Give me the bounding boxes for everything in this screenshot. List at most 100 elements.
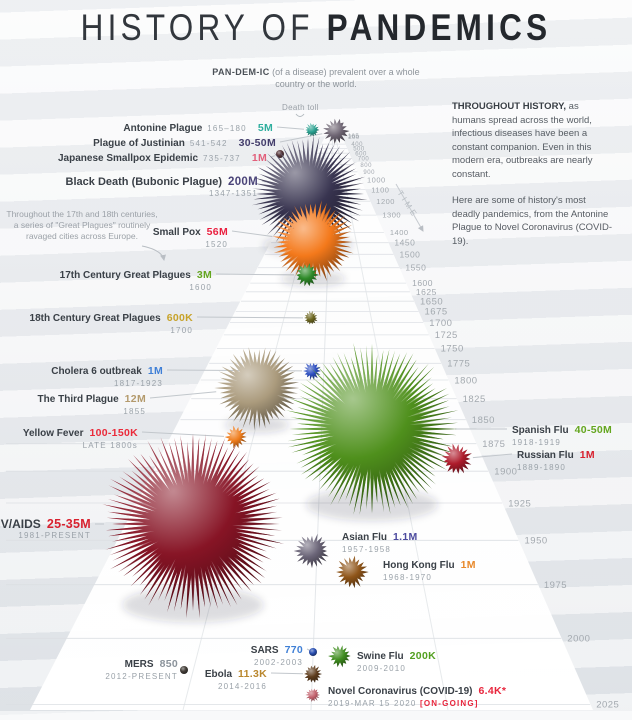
swine-flu-years: 2009-2010: [357, 664, 407, 673]
mers-name: MERS: [124, 659, 154, 670]
antonine-plague-ball: [305, 122, 320, 137]
black-death-death-toll: 200M: [228, 176, 258, 188]
yellow-fever-ball: [224, 425, 247, 449]
sars-years: 2002-2003: [253, 658, 303, 667]
plague-of-justinian-name: Plague of Justinian: [93, 138, 185, 149]
17th-century-great-plagues-label: 17th Century Great Plagues 3M 1600: [60, 268, 212, 294]
17th-century-great-plagues-years: 1600: [189, 283, 212, 292]
small-pox-leader-line: [231, 230, 273, 237]
year-label: 1925: [508, 498, 531, 509]
black-death-label: Black Death (Bubonic Plague) 200M 1347-135…: [66, 175, 258, 200]
17th-century-great-plagues-leader-line: [215, 273, 295, 276]
black-death-ball-texture: [251, 137, 364, 249]
japanese-smallpox-epidemic-name: Japanese Smallpox Epidemic: [57, 153, 199, 164]
year-label: 1625: [416, 287, 437, 297]
ebola-label: Ebola 11.3K 2014-2016: [205, 667, 267, 693]
note-arrow-icon: [141, 245, 166, 261]
cholera-6-outbreak-label: Cholera 6 outbreak 1M 1817-1923: [51, 364, 163, 390]
small-pox-death-toll: 56M: [206, 226, 228, 238]
the-third-plague-years: 1855: [123, 407, 146, 416]
17th-century-great-plagues-name: 17th Century Great Plagues: [59, 270, 191, 281]
asian-flu-label: Asian Flu 1.1M 1957-1958: [342, 530, 418, 556]
antonine-plague-name: Antonine Plague: [123, 123, 203, 134]
bottom-strip: [0, 711, 632, 720]
ebola-name: Ebola: [204, 669, 233, 680]
intro-lead: THROUGHOUT HISTORY,: [452, 101, 567, 112]
the-third-plague-shadow: [225, 416, 289, 433]
year-label: 1850: [472, 415, 495, 426]
year-label: 400: [351, 142, 363, 148]
17th-century-great-plagues-death-toll: 3M: [196, 269, 212, 281]
yellow-fever-name: Yellow Fever: [22, 428, 84, 439]
yellow-fever-years: LATE 1800s: [82, 441, 138, 450]
hong-kong-flu-years: 1968-1970: [383, 573, 433, 582]
japanese-smallpox-epidemic-label: Japanese Smallpox Epidemic 735-737 1M: [58, 151, 267, 165]
year-label: 700: [358, 157, 370, 163]
japanese-smallpox-epidemic-years: 735-737: [203, 154, 241, 163]
the-third-plague-label: The Third Plague 12M 1855: [38, 392, 146, 418]
black-death-leader-line: [261, 180, 266, 183]
mers-ball: [180, 666, 188, 674]
year-label: 1700: [429, 318, 452, 329]
antonine-plague-death-toll: 5M: [257, 122, 273, 134]
hiv-aids-death-toll: 25-35M: [46, 517, 91, 531]
sars-death-toll: 770: [284, 644, 303, 656]
swine-flu-death-toll: 200K: [409, 650, 436, 662]
antonine-plague-label: Antonine Plague 165–180 5M: [123, 121, 273, 135]
year-label: 2000: [567, 634, 590, 645]
the-third-plague-death-toll: 12M: [124, 393, 146, 405]
spanish-flu-years: 1918-1919: [512, 438, 562, 447]
year-label: 1650: [420, 297, 443, 308]
hong-kong-flu-label: Hong Kong Flu 1M 1968-1970: [383, 558, 476, 584]
intro-body: as humans spread across the world, infec…: [452, 101, 593, 180]
small-pox-ball-texture: [273, 204, 352, 282]
year-label: 800: [360, 163, 372, 169]
ebola-years: 2014-2016: [217, 682, 267, 691]
definition: PAN-DEM-IC (of a disease) prevalent over…: [203, 66, 429, 90]
swine-flu-ball: [328, 645, 351, 668]
japanese-smallpox-epidemic-leader-line: [270, 155, 276, 158]
definition-text: (of a disease) prevalent over a whole co…: [269, 67, 420, 89]
ebola-leader-line: [270, 672, 304, 675]
spanish-flu-death-toll: 40-50M: [574, 424, 613, 436]
asian-flu-ball: [293, 533, 329, 569]
the-third-plague-leader-line: [149, 391, 217, 399]
black-death-name: Black Death (Bubonic Plague): [65, 176, 223, 188]
18th-century-great-plagues-years: 1700: [170, 326, 193, 335]
hiv-aids-name: HIV/AIDS: [0, 517, 41, 531]
mers-death-toll: 850: [159, 658, 178, 670]
hiv-aids-years: 1981-PRESENT: [18, 531, 91, 540]
great-plagues-note: Throughout the 17th and 18th centuries, …: [6, 209, 158, 241]
covid-19-ongoing-badge: [ON-GOING]: [420, 699, 479, 708]
covid-19-name: Novel Coronavirus (COVID-19): [328, 686, 473, 697]
sars-label: SARS 770 2002-2003: [251, 643, 303, 669]
definition-term: PAN-DEM-IC: [212, 67, 270, 77]
year-label: 1725: [435, 330, 458, 341]
virus-balls: [102, 118, 472, 702]
year-label: 1750: [441, 344, 464, 355]
asian-flu-years: 1957-1958: [342, 545, 392, 554]
yellow-fever-label: Yellow Fever 100-150K LATE 1800s: [23, 426, 138, 452]
year-label: 1500: [400, 249, 421, 259]
18th-century-great-plagues-label: 18th Century Great Plagues 600K 1700: [30, 311, 193, 337]
russian-flu-ball: [441, 443, 472, 474]
18th-century-great-plagues-ball: [304, 310, 318, 325]
covid-19-ball: [305, 688, 320, 702]
cholera-6-outbreak-death-toll: 1M: [147, 365, 163, 377]
18th-century-great-plagues-leader-line: [196, 316, 304, 319]
year-label: 1400: [390, 228, 409, 237]
swine-flu-name: Swine Flu: [357, 651, 404, 662]
yellow-fever-death-toll: 100-150K: [89, 427, 138, 439]
18th-century-great-plagues-death-toll: 600K: [166, 312, 193, 324]
russian-flu-name: Russian Flu: [517, 450, 574, 461]
plague-of-justinian-ball: [323, 118, 350, 144]
year-label: 1100: [371, 185, 389, 194]
the-third-plague-name: The Third Plague: [37, 394, 119, 405]
covid-19-label: Novel Coronavirus (COVID-19) 6.4K* 2019-MA…: [328, 684, 506, 710]
the-third-plague-ball-texture: [217, 349, 298, 429]
plague-of-justinian-years: 541-542: [189, 139, 228, 148]
year-label: 2025: [596, 700, 619, 711]
